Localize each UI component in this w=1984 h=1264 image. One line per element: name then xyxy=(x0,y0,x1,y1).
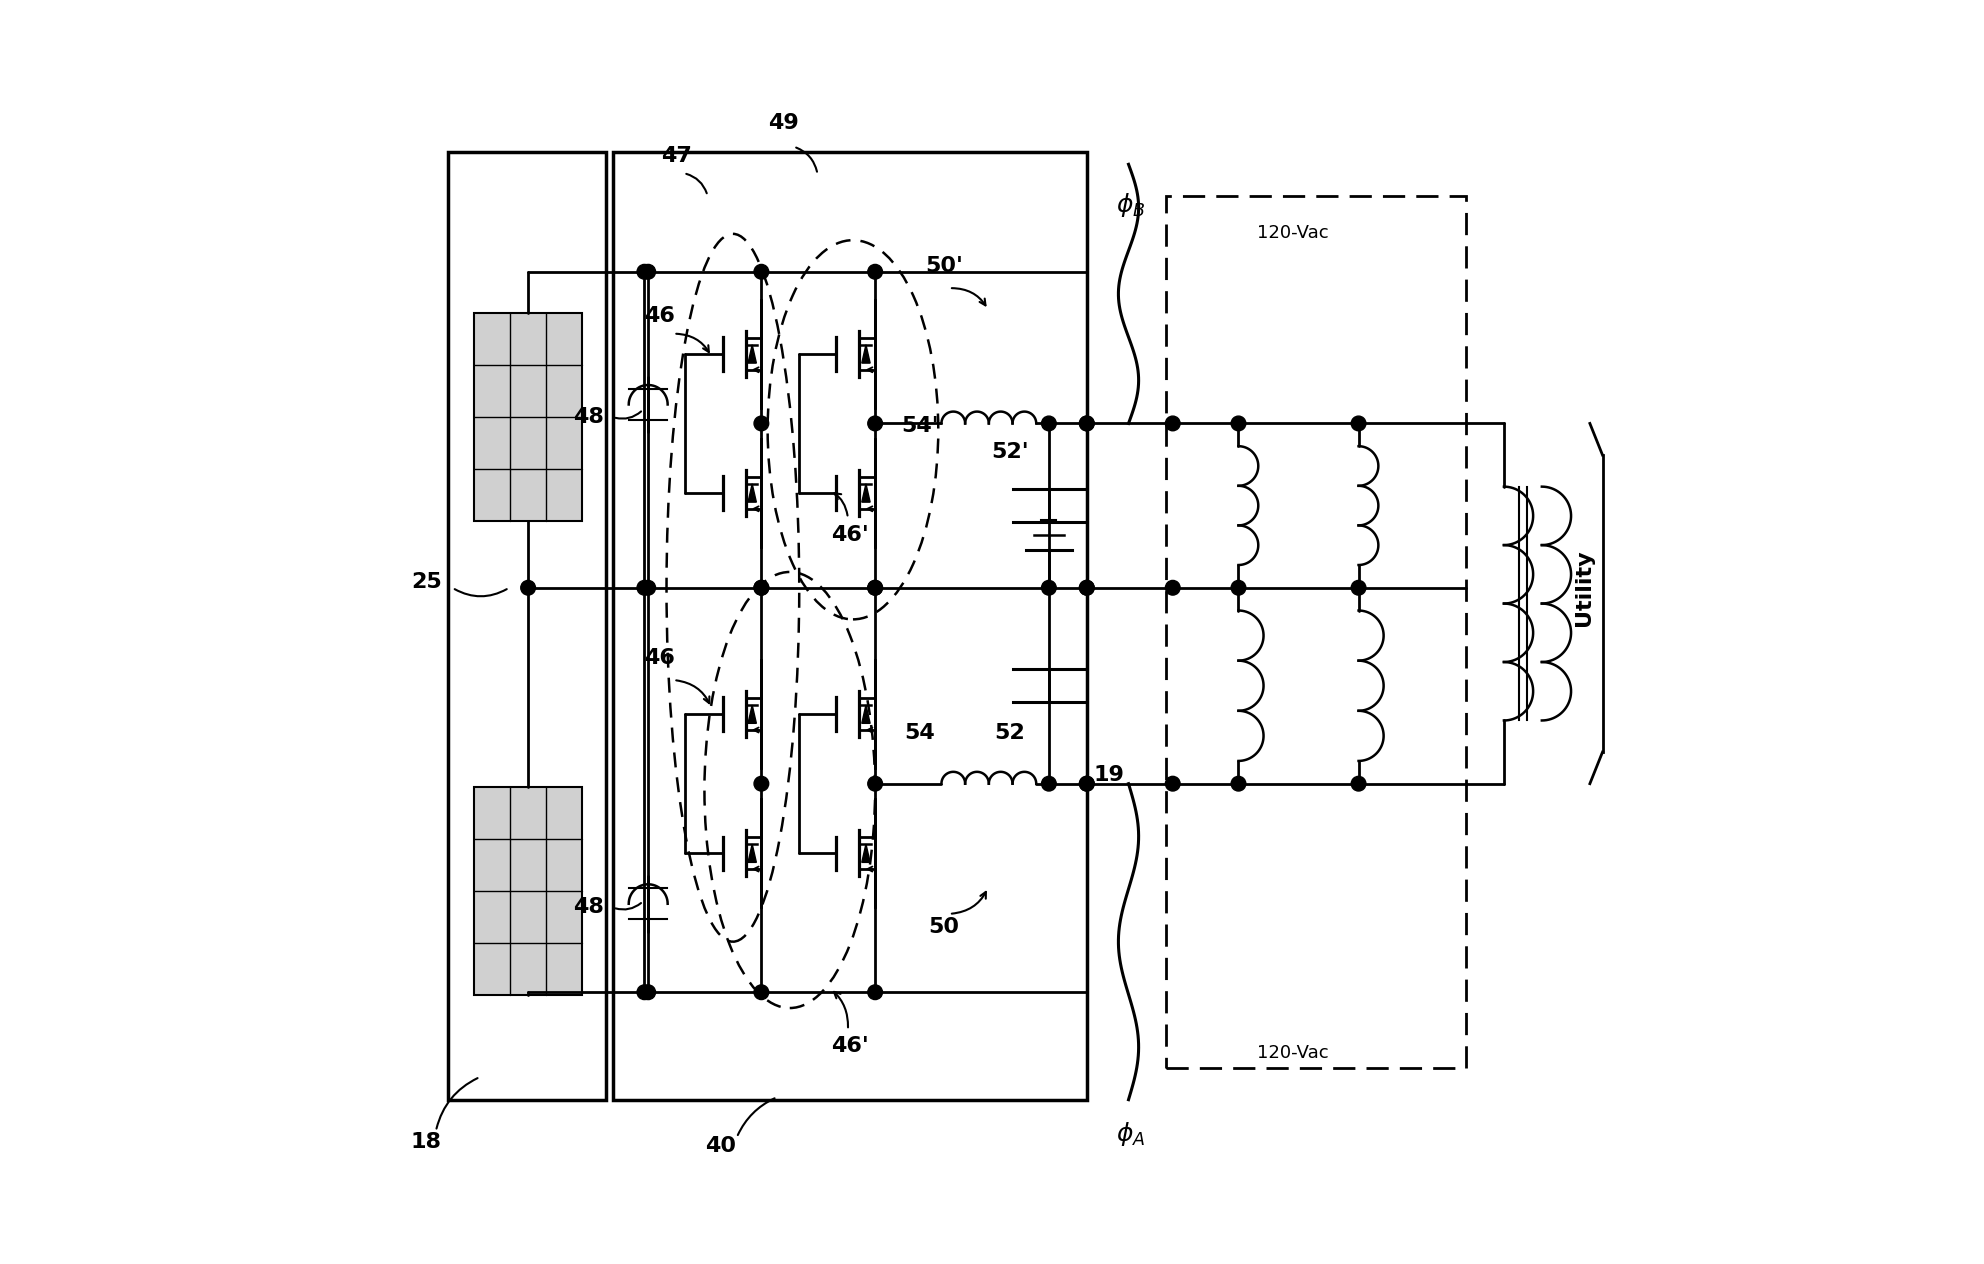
Polygon shape xyxy=(748,844,756,862)
Text: 49: 49 xyxy=(768,112,800,133)
Circle shape xyxy=(754,580,768,595)
Text: 52: 52 xyxy=(994,723,1026,743)
Circle shape xyxy=(754,580,768,595)
Circle shape xyxy=(754,264,768,279)
Circle shape xyxy=(1042,580,1055,595)
Polygon shape xyxy=(861,844,871,862)
Circle shape xyxy=(637,264,651,279)
Polygon shape xyxy=(748,345,756,363)
Circle shape xyxy=(754,776,768,791)
Circle shape xyxy=(1232,776,1246,791)
Circle shape xyxy=(867,264,883,279)
Circle shape xyxy=(1079,580,1093,595)
Polygon shape xyxy=(861,705,871,723)
Text: 46: 46 xyxy=(645,647,675,667)
Polygon shape xyxy=(861,484,871,502)
Circle shape xyxy=(1165,776,1180,791)
Text: 25: 25 xyxy=(411,571,442,592)
Circle shape xyxy=(1351,580,1365,595)
Text: $\phi_B$: $\phi_B$ xyxy=(1117,191,1145,220)
Circle shape xyxy=(867,580,883,595)
Text: 50': 50' xyxy=(925,255,962,276)
Circle shape xyxy=(867,985,883,1000)
Circle shape xyxy=(754,985,768,1000)
Circle shape xyxy=(1351,776,1365,791)
Circle shape xyxy=(867,776,883,791)
Bar xyxy=(613,152,1087,1100)
Text: 46: 46 xyxy=(645,306,675,326)
Circle shape xyxy=(867,580,883,595)
Circle shape xyxy=(641,985,655,1000)
Polygon shape xyxy=(748,705,756,723)
Text: 48: 48 xyxy=(573,407,603,427)
Circle shape xyxy=(641,580,655,595)
Circle shape xyxy=(754,416,768,431)
Circle shape xyxy=(520,580,536,595)
Text: 46': 46' xyxy=(831,525,869,545)
Circle shape xyxy=(637,580,651,595)
Text: 52': 52' xyxy=(990,441,1028,461)
Circle shape xyxy=(1165,416,1180,431)
Text: 54: 54 xyxy=(905,723,934,743)
Text: 47: 47 xyxy=(661,145,692,166)
Circle shape xyxy=(1351,416,1365,431)
Text: 54': 54' xyxy=(901,416,938,436)
Text: 120-Vac: 120-Vac xyxy=(1258,224,1329,241)
Circle shape xyxy=(1079,776,1093,791)
Circle shape xyxy=(1042,416,1055,431)
Text: 120-Vac: 120-Vac xyxy=(1258,1044,1329,1062)
Bar xyxy=(474,786,581,996)
Text: 48: 48 xyxy=(573,896,603,916)
Bar xyxy=(474,312,581,521)
Text: $\phi_A$: $\phi_A$ xyxy=(1117,1120,1145,1149)
Circle shape xyxy=(1232,416,1246,431)
Circle shape xyxy=(867,416,883,431)
Polygon shape xyxy=(861,345,871,363)
Polygon shape xyxy=(748,484,756,502)
Circle shape xyxy=(1079,776,1093,791)
Circle shape xyxy=(641,264,655,279)
Circle shape xyxy=(1079,416,1093,431)
Text: 46': 46' xyxy=(831,1035,869,1055)
Circle shape xyxy=(1079,416,1093,431)
Text: 40: 40 xyxy=(704,1135,736,1155)
Text: 18: 18 xyxy=(411,1131,440,1152)
Text: Utility: Utility xyxy=(1573,550,1593,626)
Circle shape xyxy=(1079,580,1093,595)
Circle shape xyxy=(1042,776,1055,791)
Bar xyxy=(448,152,607,1100)
Bar xyxy=(1167,196,1466,1068)
Text: 19: 19 xyxy=(1093,765,1125,785)
Text: 50: 50 xyxy=(929,916,960,937)
Circle shape xyxy=(1232,580,1246,595)
Circle shape xyxy=(1165,580,1180,595)
Circle shape xyxy=(637,985,651,1000)
